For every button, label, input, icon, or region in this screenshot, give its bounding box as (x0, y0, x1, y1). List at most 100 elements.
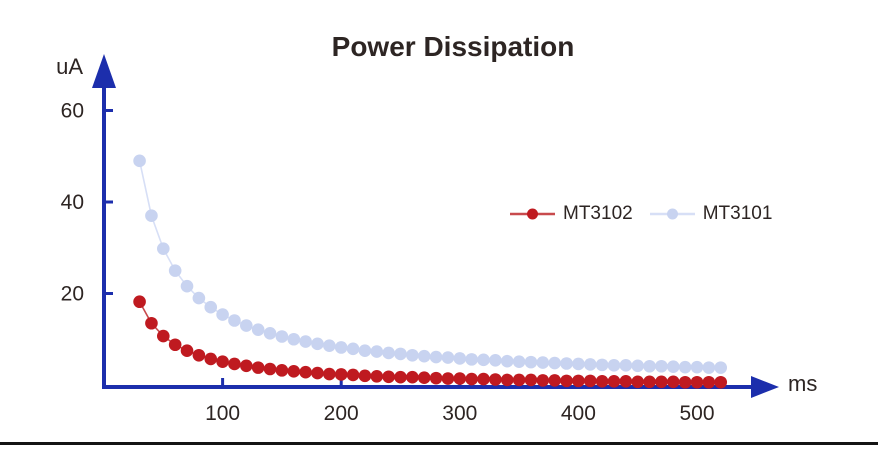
data-point (394, 347, 407, 361)
data-point (690, 360, 704, 374)
data-point (145, 209, 158, 223)
data-point (216, 355, 229, 368)
data-point (358, 344, 372, 357)
x-tick-label: 300 (442, 402, 477, 425)
series-mt3101-line (138, 160, 721, 369)
data-point (334, 341, 348, 354)
y-tick-label: 60 (61, 100, 84, 123)
data-point (643, 375, 656, 389)
data-point (370, 370, 384, 383)
x-tick-label: 400 (561, 402, 596, 425)
data-point (595, 358, 609, 372)
y-tick-label: 20 (61, 283, 84, 306)
data-point (453, 352, 467, 365)
data-point (157, 242, 170, 255)
data-point (275, 330, 289, 343)
data-point (643, 359, 656, 373)
legend-marker-icon (510, 208, 555, 220)
data-point (299, 365, 312, 379)
data-point (370, 345, 384, 358)
legend-dot-icon (527, 208, 538, 220)
data-point (180, 344, 194, 357)
data-point (406, 370, 419, 384)
bottom-divider (0, 442, 878, 445)
data-point (690, 375, 704, 389)
data-point (453, 372, 467, 385)
data-point (465, 353, 478, 366)
data-point (228, 357, 241, 371)
legend-item-mt3102: MT3102 (510, 203, 633, 225)
data-point (251, 361, 265, 374)
data-point (429, 350, 443, 364)
data-point (417, 371, 431, 384)
data-point (240, 319, 253, 332)
data-point (358, 369, 372, 383)
data-point (560, 357, 573, 370)
data-point (655, 359, 668, 373)
data-point (382, 346, 395, 360)
data-point (406, 348, 419, 362)
data-point (607, 359, 621, 372)
chart-title: Power Dissipation (331, 31, 575, 62)
data-point (334, 368, 348, 381)
x-tick-label: 100 (205, 402, 240, 425)
data-point (394, 370, 407, 384)
data-point (145, 316, 158, 330)
data-point (287, 332, 301, 346)
y-axis-arrow-icon (92, 54, 116, 88)
legend-label: MT3101 (702, 203, 773, 224)
data-point (346, 368, 360, 382)
x-axis-unit-label: ms (788, 371, 818, 396)
data-point (299, 335, 312, 348)
legend-label: MT3102 (563, 203, 633, 224)
data-point (228, 314, 241, 327)
legend-dot-icon (666, 208, 678, 220)
data-point (583, 358, 597, 371)
data-point (477, 353, 490, 367)
data-point (500, 373, 514, 387)
data-point (465, 372, 478, 386)
data-point (524, 373, 538, 387)
data-point (323, 339, 336, 352)
data-point (323, 367, 336, 381)
data-point (204, 300, 218, 314)
data-point (192, 291, 206, 305)
series-mt3101-points (133, 154, 728, 374)
x-axis-arrow-icon (751, 376, 779, 398)
data-point (263, 362, 277, 376)
data-point (441, 351, 455, 364)
data-point (441, 372, 455, 385)
data-point (560, 374, 573, 388)
data-point (287, 364, 301, 378)
data-point (512, 373, 526, 387)
data-point (666, 360, 680, 374)
data-point (417, 349, 431, 363)
data-point (429, 371, 443, 385)
data-point (346, 342, 360, 356)
data-point (382, 370, 395, 384)
data-point (180, 279, 194, 293)
data-point (251, 323, 265, 336)
data-point (583, 374, 597, 388)
data-point (240, 359, 253, 373)
data-point (311, 366, 324, 380)
data-point (678, 360, 692, 374)
data-point (607, 375, 621, 388)
data-point (192, 348, 206, 362)
data-point (666, 375, 680, 389)
data-point (477, 372, 490, 386)
legend: MT3102 MT3101 (510, 203, 772, 225)
data-point (548, 374, 561, 387)
legend-item-mt3101: MT3101 (649, 203, 773, 225)
data-point (157, 329, 170, 343)
legend-marker-icon (649, 208, 695, 220)
data-point (714, 361, 728, 374)
y-tick-label: 40 (61, 191, 84, 214)
data-point (168, 338, 182, 352)
data-point (631, 375, 644, 389)
data-point (500, 354, 514, 368)
data-point (655, 375, 668, 389)
x-tick-label: 500 (679, 402, 714, 425)
